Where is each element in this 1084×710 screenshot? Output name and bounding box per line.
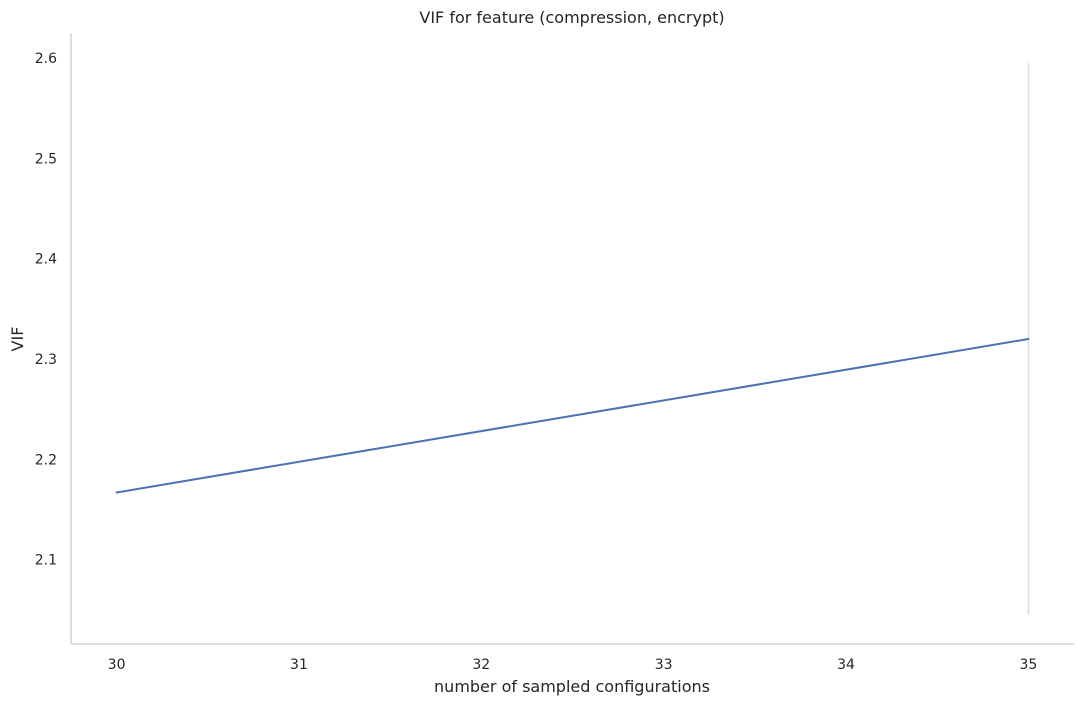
y-tick-label: 2.6 [35, 51, 57, 67]
y-axis-label: VIF [8, 327, 27, 352]
x-tick-label: 33 [655, 657, 673, 673]
y-tick-label: 2.1 [35, 553, 57, 569]
x-tick-label: 30 [108, 657, 126, 673]
y-tick-label: 2.3 [35, 352, 57, 368]
x-tick-label: 31 [290, 657, 308, 673]
x-tick-label: 34 [837, 657, 855, 673]
y-tick-label: 2.2 [35, 452, 57, 468]
x-tick-label: 32 [472, 657, 490, 673]
x-axis-label: number of sampled configurations [434, 677, 710, 696]
series-line [115, 338, 1030, 494]
plot-area [115, 63, 1030, 615]
chart-title: VIF for feature (compression, encrypt) [419, 8, 724, 27]
y-tick-label: 2.5 [35, 151, 57, 167]
y-tick-label: 2.4 [35, 252, 57, 268]
axes: 30 31 32 33 34 35 2.1 2.2 2.3 2.4 2.5 2.6 [35, 33, 1074, 673]
x-tick-label: 35 [1019, 657, 1037, 673]
